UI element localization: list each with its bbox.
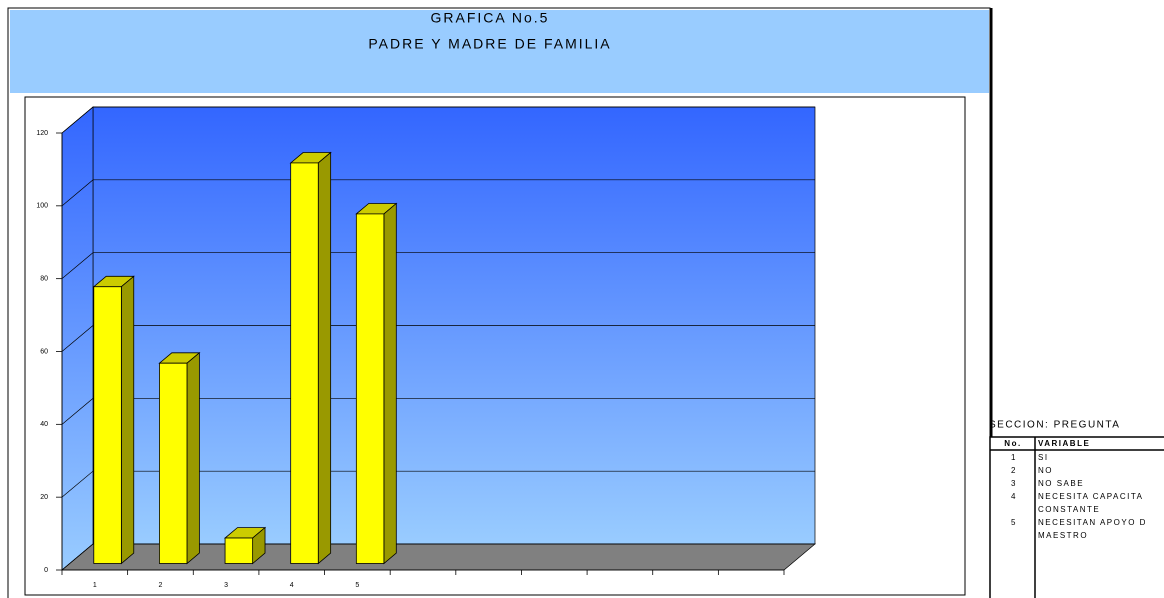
row-number: 4 <box>1011 492 1017 501</box>
row-variable: NECESITA CAPACITA <box>1038 492 1144 501</box>
bar-front <box>159 362 188 564</box>
grid-line <box>61 543 815 571</box>
bar-front <box>93 286 122 564</box>
row-number: 2 <box>1011 466 1017 475</box>
grid-line <box>61 179 815 207</box>
bar <box>355 202 398 565</box>
grid-line <box>61 252 815 279</box>
row-number: 3 <box>1011 479 1017 488</box>
table-box <box>989 436 1164 598</box>
bar <box>289 151 332 565</box>
bar <box>92 275 135 565</box>
table-header: VARIABLE <box>1038 439 1090 448</box>
grid-line <box>61 106 815 134</box>
row-variable: NO SABE <box>1038 479 1084 488</box>
bar-side <box>317 151 332 565</box>
x-tick-label: 2 <box>159 582 163 589</box>
chart-title: GRAFICA No.5 <box>431 10 550 26</box>
y-tick-label: 40 <box>40 421 48 428</box>
y-tick-label: 100 <box>36 203 48 210</box>
bar-front <box>355 213 385 564</box>
row-number: 5 <box>1011 518 1017 527</box>
row-number: 1 <box>1011 453 1017 462</box>
bar-side <box>186 351 200 565</box>
bar-front <box>224 537 254 564</box>
grid-line <box>61 325 815 352</box>
y-tick-label: 20 <box>40 494 48 501</box>
y-tick-label: 60 <box>40 348 48 355</box>
bar <box>158 351 201 565</box>
bar <box>223 526 267 565</box>
title-band <box>10 10 989 93</box>
chart-subtitle: PADRE Y MADRE DE FAMILIA <box>368 36 611 52</box>
x-tick-label: 4 <box>290 582 294 589</box>
x-tick-label: 1 <box>93 582 97 589</box>
row-variable: NO <box>1038 466 1053 475</box>
plot: 0 20 40 60 80 100 120 1 2 3 4 5 <box>36 106 816 589</box>
grid-line <box>61 397 815 425</box>
bar-side <box>120 275 135 565</box>
row-variable: MAESTRO <box>1038 531 1088 540</box>
x-tick-label: 5 <box>355 582 359 589</box>
bar-front <box>290 162 319 564</box>
x-tick-label: 3 <box>224 582 228 589</box>
side-table: SECCION: PREGUNTA No. VARIABLE 1 SI 2 NO 3 NO SA… <box>989 420 1164 598</box>
table-header: No. <box>1004 439 1021 448</box>
row-variable: SI <box>1038 453 1049 462</box>
table-title: SECCION: PREGUNTA <box>989 420 1120 431</box>
y-tick-label: 120 <box>36 130 48 137</box>
row-variable: NECESITAN APOYO D <box>1038 518 1147 527</box>
grid-line <box>61 470 815 498</box>
bar-side <box>383 202 397 565</box>
y-tick-label: 80 <box>40 276 48 283</box>
row-variable: CONSTANTE <box>1038 505 1100 514</box>
y-tick-label: 0 <box>44 567 48 574</box>
